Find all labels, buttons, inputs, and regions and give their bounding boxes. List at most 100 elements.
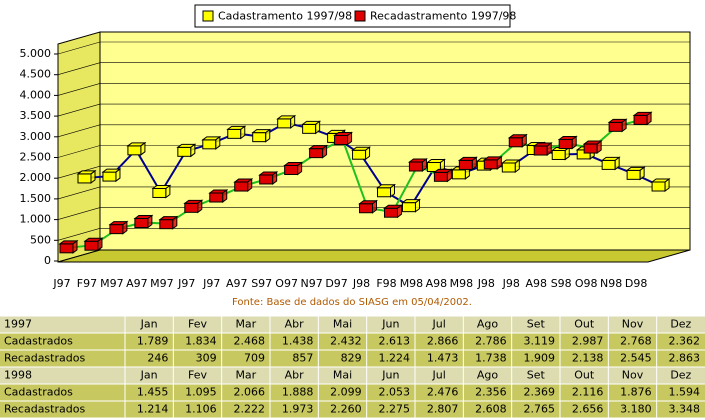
cube-side (596, 140, 602, 155)
grid-line (57, 62, 101, 75)
cube-front (377, 187, 392, 198)
table-cell: 2.432 (330, 335, 362, 348)
table-cell: 2.768 (620, 335, 652, 348)
cube-side (546, 142, 552, 157)
cube-marker (276, 114, 297, 129)
cube-front (633, 114, 648, 125)
cube-side (664, 178, 670, 193)
table-cell: 1.095 (185, 386, 217, 399)
month-label: Ago (477, 369, 499, 382)
month-label: Jan (140, 318, 158, 331)
cube-front (383, 207, 398, 218)
row-label: Cadastrados (4, 335, 73, 348)
table-cell: 829 (341, 352, 362, 365)
cube-front (508, 137, 523, 148)
cube-marker (482, 155, 503, 170)
table-cell: 1.455 (137, 386, 169, 399)
cube-marker (400, 198, 421, 213)
year-label: 1997 (4, 318, 32, 331)
table-cell: 1.973 (282, 403, 314, 416)
cube-front (483, 159, 498, 170)
cube-side (571, 135, 577, 150)
cube-marker (376, 183, 397, 198)
cube-marker (233, 178, 254, 193)
table-cell: 2.608 (475, 403, 507, 416)
table-cell: 2.053 (379, 386, 411, 399)
x-tick-label: J98 (477, 277, 495, 290)
x-tick-label: N97 (300, 277, 322, 290)
cube-marker (382, 204, 403, 219)
month-label: Mai (333, 369, 352, 382)
cube-side (215, 135, 221, 150)
y-tick-label: 1.500 (20, 192, 52, 205)
cube-marker (226, 125, 247, 140)
cube-marker (507, 133, 528, 148)
cube-front (102, 171, 117, 182)
cube-front (626, 169, 641, 180)
cube-front (601, 159, 616, 170)
cube-front (127, 145, 142, 156)
cube-side (496, 155, 502, 170)
month-label: Jul (432, 369, 446, 382)
cube-side (122, 220, 128, 235)
cube-marker (208, 189, 229, 204)
cube-marker (76, 169, 97, 184)
cube-side (72, 239, 78, 254)
cube-front (309, 148, 324, 159)
month-label: Mai (333, 318, 352, 331)
legend-swatch (354, 10, 366, 22)
cube-marker (108, 220, 129, 235)
table-cell: 3.119 (524, 335, 556, 348)
cube-front (551, 149, 566, 160)
x-tick-label: O98 (575, 277, 598, 290)
grid-line (57, 41, 101, 55)
cube-side (97, 237, 103, 252)
table-cell: 2.275 (379, 403, 411, 416)
table-cell: 2.866 (427, 335, 459, 348)
cube-marker (351, 146, 372, 161)
month-label: Nov (622, 318, 644, 331)
cube-front (359, 203, 374, 214)
month-label: Jun (381, 318, 399, 331)
cube-front (202, 139, 217, 150)
cube-side (90, 169, 96, 184)
y-tick-label: 4.500 (20, 68, 52, 81)
cube-side (390, 183, 396, 198)
cube-side (240, 125, 246, 140)
legend-label: Recadastramento 1997/98 (370, 10, 516, 23)
x-tick-label: J98 (502, 277, 520, 290)
table-cell: 1.738 (475, 352, 507, 365)
cube-side (421, 158, 427, 173)
x-tick-label: D98 (625, 277, 647, 290)
cube-front (209, 192, 224, 203)
table-cell: 1.594 (669, 386, 701, 399)
table-cell: 2.987 (572, 335, 604, 348)
cube-front (501, 162, 516, 173)
cube-marker (557, 135, 578, 150)
y-tick-label: 0 (44, 254, 51, 267)
x-tick-label: M98 (400, 277, 424, 290)
cube-side (140, 141, 146, 156)
row-label: Recadastrados (4, 352, 85, 365)
table-cell: 1.888 (282, 386, 314, 399)
cube-front (177, 146, 192, 157)
cube-marker (201, 135, 222, 150)
cube-side (290, 114, 296, 129)
cube-side (322, 144, 328, 159)
cube-front (533, 145, 548, 156)
table-cell: 2.116 (572, 386, 604, 399)
month-label: Dez (670, 318, 691, 331)
cube-side (315, 120, 321, 135)
month-label: Out (574, 369, 595, 382)
cube-front (77, 173, 92, 184)
cube-marker (133, 214, 154, 229)
cube-side (614, 156, 620, 171)
grid-line (57, 83, 101, 96)
table-cell: 1.438 (282, 335, 314, 348)
cube-marker (176, 143, 197, 158)
table-cell: 2.807 (427, 403, 459, 416)
cube-front (59, 243, 74, 254)
table-cell: 1.106 (185, 403, 217, 416)
table-cell: 2.613 (379, 335, 411, 348)
cube-front (433, 171, 448, 182)
